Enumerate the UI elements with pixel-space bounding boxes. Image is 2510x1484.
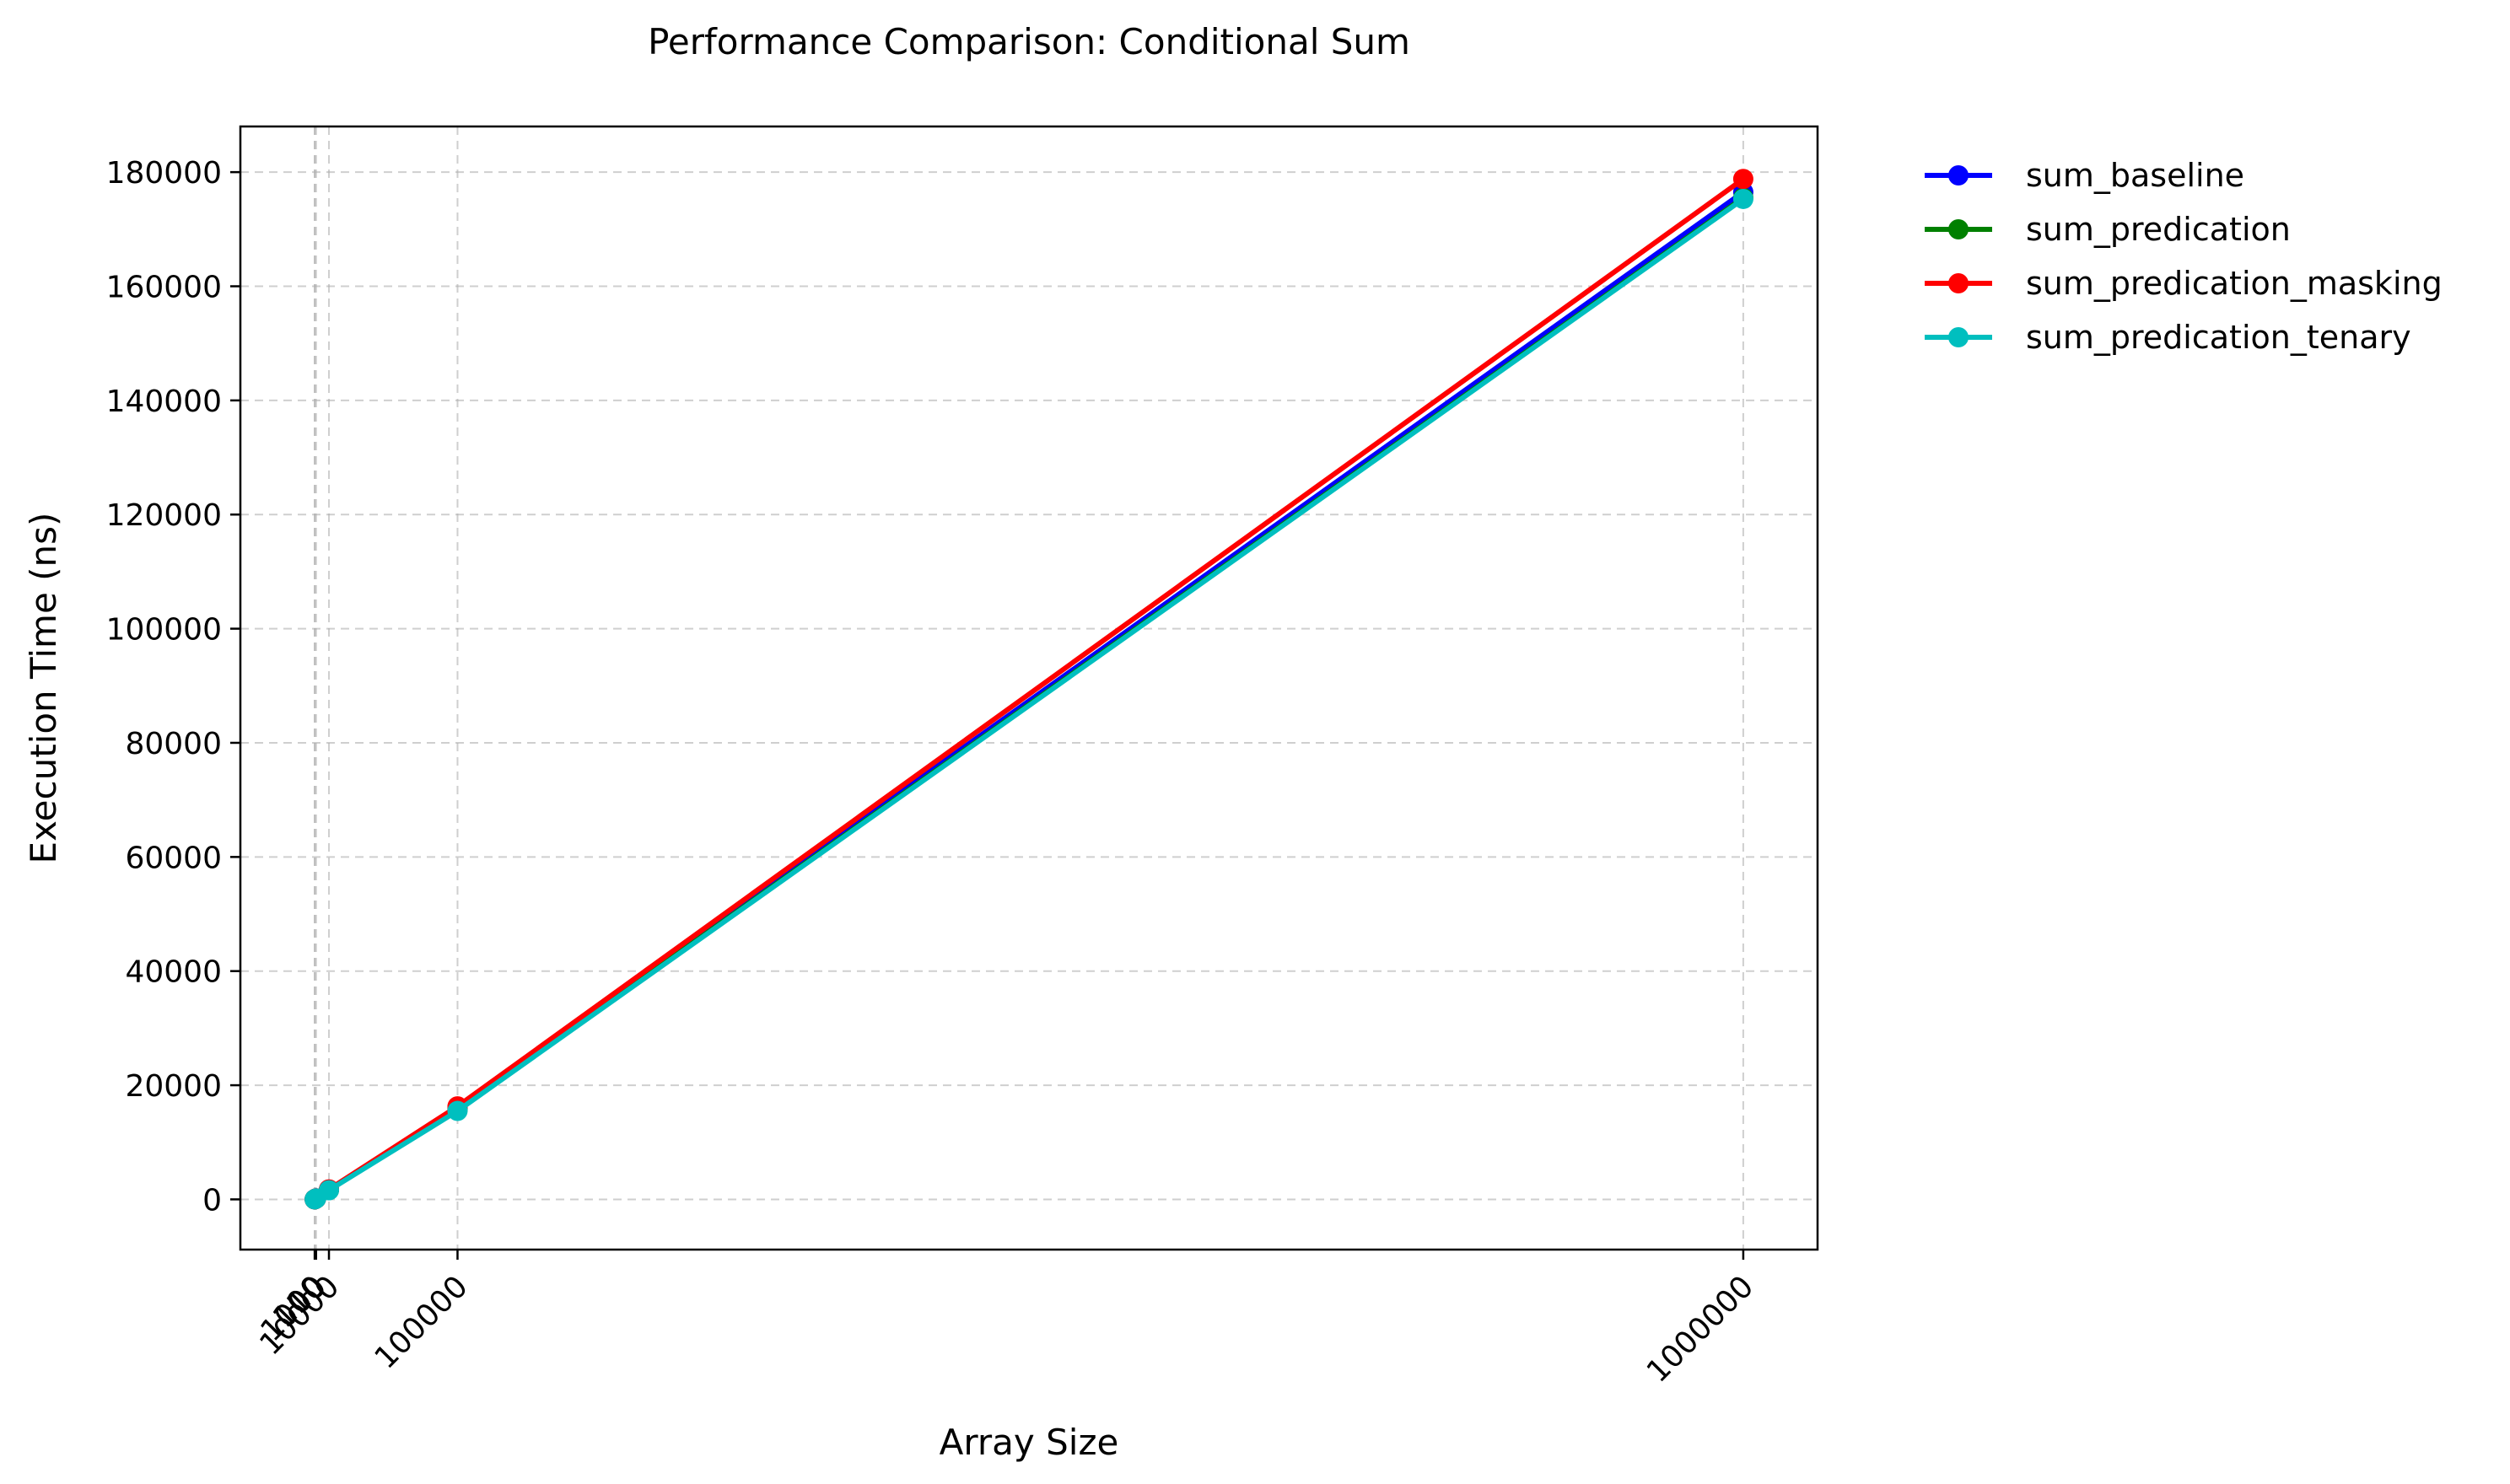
x-axis-label: Array Size bbox=[940, 1422, 1119, 1463]
legend: sum_baseline sum_predication sum_predicati… bbox=[1925, 157, 2443, 356]
series-layer bbox=[304, 169, 1753, 1210]
y-tick-label: 20000 bbox=[125, 1069, 222, 1104]
y-tick-label: 60000 bbox=[125, 841, 222, 875]
y-tick-label: 100000 bbox=[106, 613, 222, 648]
y-tick-label: 140000 bbox=[106, 384, 222, 419]
y-tick-label: 40000 bbox=[125, 955, 222, 990]
legend-entry-sum_predication_masking: sum_predication_masking bbox=[1925, 265, 2443, 302]
chart-title: Performance Comparison: Conditional Sum bbox=[648, 21, 1410, 62]
plot-frame bbox=[239, 125, 1819, 1251]
legend-marker bbox=[1948, 327, 1969, 347]
grid bbox=[240, 126, 1818, 1250]
y-tick-label: 0 bbox=[202, 1183, 222, 1218]
data-point-sum_predication_tenary bbox=[447, 1100, 468, 1121]
legend-marker bbox=[1948, 165, 1969, 186]
legend-marker bbox=[1948, 219, 1969, 239]
legend-entry-sum_predication_tenary: sum_predication_tenary bbox=[1925, 319, 2411, 356]
legend-marker bbox=[1948, 273, 1969, 293]
y-axis-label: Execution Time (ns) bbox=[23, 513, 64, 864]
y-tick-label: 80000 bbox=[125, 727, 222, 761]
legend-label: sum_predication_tenary bbox=[2026, 319, 2411, 356]
legend-label: sum_predication bbox=[2026, 211, 2291, 248]
legend-label: sum_baseline bbox=[2026, 157, 2244, 194]
data-point-sum_predication_masking bbox=[1732, 169, 1753, 190]
data-point-sum_predication_tenary bbox=[1732, 188, 1753, 209]
y-tick-label: 160000 bbox=[106, 271, 222, 305]
legend-entry-sum_baseline: sum_baseline bbox=[1925, 157, 2244, 194]
legend-label: sum_predication_masking bbox=[2026, 265, 2443, 302]
data-point-sum_predication_tenary bbox=[319, 1180, 340, 1201]
y-tick-label: 120000 bbox=[106, 498, 222, 533]
series-sum_predication_tenary bbox=[304, 188, 1753, 1210]
legend-entry-sum_predication: sum_predication bbox=[1925, 211, 2291, 248]
y-tick-label: 180000 bbox=[106, 156, 222, 191]
